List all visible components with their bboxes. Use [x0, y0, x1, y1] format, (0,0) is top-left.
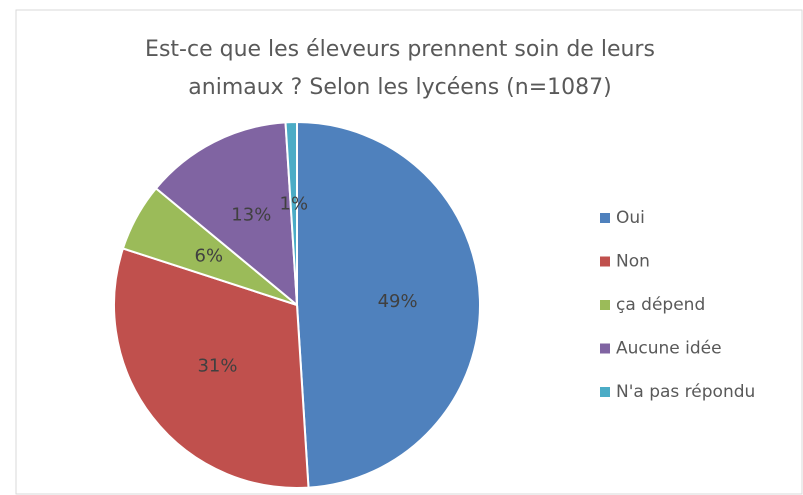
pie-slice	[284, 120, 298, 306]
legend-label: Aucune idée	[616, 339, 722, 359]
data-label: 6%	[195, 246, 224, 267]
legend-swatch	[600, 213, 610, 223]
legend-label: ça dépend	[616, 295, 705, 315]
pie-slice	[296, 120, 481, 489]
data-label: 13%	[231, 204, 271, 225]
data-label: 31%	[197, 356, 237, 377]
legend-swatch	[600, 387, 610, 397]
legend-swatch	[600, 256, 610, 267]
data-label: 49%	[378, 291, 418, 312]
chart-title: animaux ? Selon les lycéens (n=1087)	[188, 75, 611, 100]
legend-swatch	[600, 343, 610, 354]
legend-label: Non	[616, 252, 650, 272]
legend-swatch	[600, 300, 610, 310]
pie-slice	[113, 247, 310, 489]
pie-slice	[154, 121, 299, 308]
data-label: 1%	[280, 193, 309, 214]
legend-label: Oui	[616, 208, 645, 228]
legend-label: N'a pas répondu	[616, 382, 755, 402]
chart-title: Est-ce que les éleveurs prennent soin de…	[145, 37, 655, 62]
